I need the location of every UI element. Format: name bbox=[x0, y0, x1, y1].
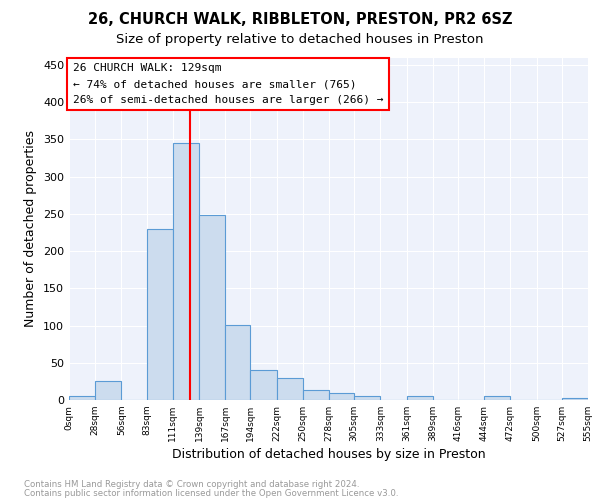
Bar bbox=[303, 390, 329, 400]
Bar bbox=[250, 370, 277, 400]
X-axis label: Distribution of detached houses by size in Preston: Distribution of detached houses by size … bbox=[172, 448, 485, 461]
Bar bbox=[407, 396, 433, 400]
Text: Contains HM Land Registry data © Crown copyright and database right 2024.: Contains HM Land Registry data © Crown c… bbox=[24, 480, 359, 489]
Text: Size of property relative to detached houses in Preston: Size of property relative to detached ho… bbox=[116, 32, 484, 46]
Bar bbox=[173, 143, 199, 400]
Bar bbox=[277, 378, 303, 400]
Bar bbox=[354, 396, 380, 400]
Text: 26 CHURCH WALK: 129sqm
← 74% of detached houses are smaller (765)
26% of semi-de: 26 CHURCH WALK: 129sqm ← 74% of detached… bbox=[73, 64, 383, 104]
Bar bbox=[562, 398, 588, 400]
Bar bbox=[146, 229, 173, 400]
Bar bbox=[484, 396, 511, 400]
Text: Contains public sector information licensed under the Open Government Licence v3: Contains public sector information licen… bbox=[24, 488, 398, 498]
Bar bbox=[329, 392, 354, 400]
Bar bbox=[69, 396, 95, 400]
Bar bbox=[225, 325, 250, 400]
Text: 26, CHURCH WALK, RIBBLETON, PRESTON, PR2 6SZ: 26, CHURCH WALK, RIBBLETON, PRESTON, PR2… bbox=[88, 12, 512, 28]
Bar bbox=[95, 382, 121, 400]
Bar bbox=[199, 216, 225, 400]
Y-axis label: Number of detached properties: Number of detached properties bbox=[25, 130, 37, 327]
